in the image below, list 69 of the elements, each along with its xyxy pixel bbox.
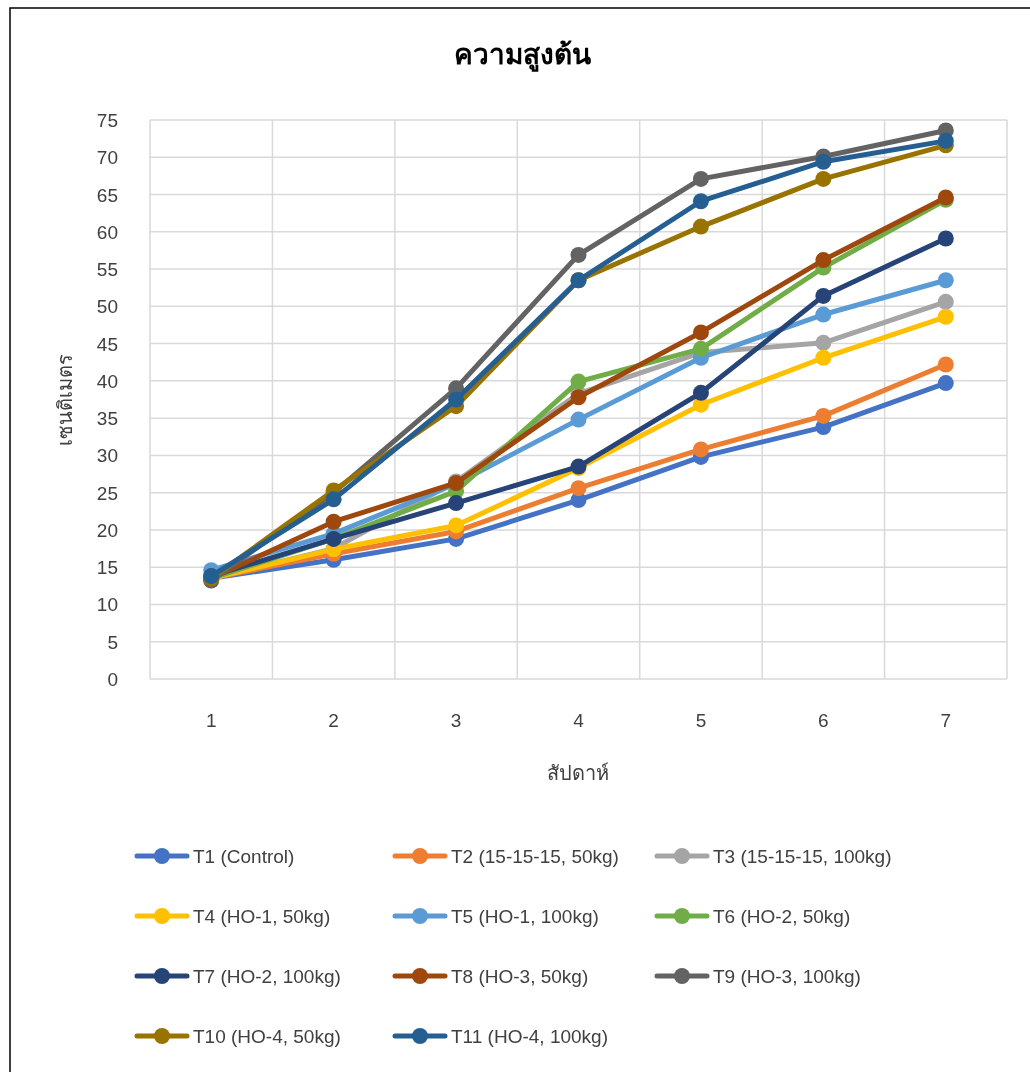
x-tick-label: 3 bbox=[450, 710, 462, 731]
y-tick-label: 75 bbox=[96, 110, 118, 131]
x-tick-label: 4 bbox=[573, 710, 585, 731]
y-tick-label: 45 bbox=[96, 333, 118, 355]
y-tick-label: 5 bbox=[107, 631, 118, 653]
y-tick-label: 35 bbox=[96, 408, 118, 430]
y-tick-label: 70 bbox=[96, 147, 118, 169]
x-tick-label: 5 bbox=[695, 710, 707, 731]
y-tick-label: 55 bbox=[96, 259, 118, 281]
point bbox=[937, 375, 954, 392]
x-axis-title: สัปดาห์ bbox=[547, 762, 609, 784]
y-tick-label: 0 bbox=[107, 669, 118, 690]
legend-label: T7 (HO-2, 100kg) bbox=[193, 966, 341, 987]
point bbox=[815, 287, 832, 304]
y-tick-label: 30 bbox=[96, 445, 118, 467]
point bbox=[937, 132, 954, 149]
point bbox=[815, 153, 832, 170]
legend-label: T6 (HO-2, 50kg) bbox=[713, 906, 851, 927]
point bbox=[692, 193, 709, 210]
x-tick-label: 1 bbox=[205, 710, 217, 731]
legend-label: T10 (HO-4, 50kg) bbox=[193, 1026, 341, 1047]
point bbox=[570, 389, 587, 406]
y-tick-label: 25 bbox=[96, 482, 118, 504]
point bbox=[815, 306, 832, 323]
legend-label: T1 (Control) bbox=[193, 846, 295, 867]
y-tick-label: 65 bbox=[96, 184, 118, 206]
legend-label: T8 (HO-3, 50kg) bbox=[451, 966, 589, 987]
point bbox=[570, 246, 587, 263]
legend-label: T2 (15-15-15, 50kg) bbox=[451, 846, 619, 867]
point bbox=[815, 334, 832, 351]
point bbox=[815, 170, 832, 187]
point bbox=[937, 308, 954, 325]
x-tick-label: 2 bbox=[328, 710, 339, 731]
point bbox=[570, 373, 587, 390]
legend-label: T11 (HO-4, 100kg) bbox=[451, 1026, 608, 1047]
x-tick-label: 6 bbox=[818, 710, 829, 731]
legend-label: T4 (HO-1, 50kg) bbox=[193, 906, 331, 927]
legend-label: T5 (HO-1, 100kg) bbox=[451, 906, 599, 927]
chart-title: ความสูงต้น bbox=[453, 39, 591, 72]
point bbox=[570, 411, 587, 428]
point bbox=[692, 340, 709, 357]
point bbox=[815, 407, 832, 424]
y-tick-label: 15 bbox=[96, 557, 118, 579]
point bbox=[692, 218, 709, 235]
y-tick-label: 60 bbox=[96, 221, 118, 243]
point bbox=[325, 513, 342, 530]
point bbox=[815, 252, 832, 269]
legend-label: T3 (15-15-15, 100kg) bbox=[713, 846, 892, 867]
point bbox=[448, 495, 465, 512]
point bbox=[937, 230, 954, 247]
y-tick-label: 50 bbox=[96, 296, 118, 318]
y-tick-label: 20 bbox=[96, 519, 118, 541]
y-tick-label: 40 bbox=[96, 370, 118, 392]
point bbox=[692, 324, 709, 341]
y-axis-title: เซนติเมตร bbox=[54, 354, 76, 446]
point bbox=[937, 272, 954, 289]
point bbox=[692, 170, 709, 187]
point bbox=[570, 480, 587, 497]
point bbox=[815, 349, 832, 366]
point bbox=[937, 293, 954, 310]
point bbox=[448, 517, 465, 534]
legend-label: T9 (HO-3, 100kg) bbox=[713, 966, 861, 987]
point bbox=[325, 491, 342, 508]
point bbox=[692, 384, 709, 401]
point bbox=[692, 441, 709, 458]
y-tick-label: 10 bbox=[96, 594, 118, 616]
point bbox=[937, 356, 954, 373]
x-tick-label: 7 bbox=[940, 710, 952, 731]
point bbox=[448, 391, 465, 408]
